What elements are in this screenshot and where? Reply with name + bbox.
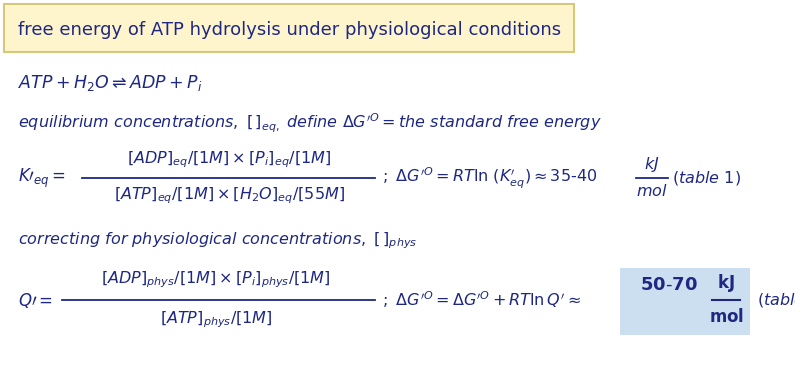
Text: $Q\prime =$: $Q\prime =$ — [18, 291, 53, 309]
Text: $ATP + H_2O \rightleftharpoons ADP + P_i$: $ATP + H_2O \rightleftharpoons ADP + P_i… — [18, 73, 203, 93]
Text: free energy of ATP hydrolysis under physiological conditions: free energy of ATP hydrolysis under phys… — [18, 21, 561, 39]
Text: $[ADP]_{phys}/[1M] \times [P_i]_{phys}/[1M]$: $[ADP]_{phys}/[1M] \times [P_i]_{phys}/[… — [101, 270, 331, 290]
FancyBboxPatch shape — [4, 4, 574, 52]
Text: $[ATP]_{phys}/[1M]$: $[ATP]_{phys}/[1M]$ — [160, 310, 273, 330]
Text: $\mathbf{kJ}$: $\mathbf{kJ}$ — [717, 272, 735, 294]
Text: $;\ \Delta G^{\prime O} = \Delta G^{\prime O} + RT\ln Q^{\prime} \approx$: $;\ \Delta G^{\prime O} = \Delta G^{\pri… — [382, 290, 581, 310]
Text: $\mathbf{50\text{-}70}$: $\mathbf{50\text{-}70}$ — [640, 276, 698, 294]
Text: $correcting\ for\ physiological\ concentrations,\ [\,]_{phys}$: $correcting\ for\ physiological\ concent… — [18, 231, 417, 251]
Text: $[ATP]_{eq}/[1M] \times [H_2O]_{eq}/[55M]$: $[ATP]_{eq}/[1M] \times [H_2O]_{eq}/[55M… — [114, 186, 344, 206]
Text: $mol$: $mol$ — [636, 183, 668, 199]
FancyBboxPatch shape — [620, 268, 750, 335]
Text: $K\prime_{eq} =$: $K\prime_{eq} =$ — [18, 166, 66, 190]
Text: $[ADP]_{eq}/[1M] \times [P_i]_{eq}/[1M]$: $[ADP]_{eq}/[1M] \times [P_i]_{eq}/[1M]$ — [127, 150, 332, 170]
Text: $equilibrium\ concentrations,\ [\,]_{eq,}\ define\ \Delta G^{\prime O} = the\ st: $equilibrium\ concentrations,\ [\,]_{eq,… — [18, 111, 602, 135]
Text: $;\ \Delta G^{\prime O} = RT\ln\,(K^{\prime}_{eq}) \approx 35\text{-}40$: $;\ \Delta G^{\prime O} = RT\ln\,(K^{\pr… — [382, 166, 597, 190]
Text: $(table\ 1)$: $(table\ 1)$ — [672, 169, 741, 187]
Text: $kJ$: $kJ$ — [644, 156, 660, 174]
Text: $(table\ 1)$: $(table\ 1)$ — [757, 291, 795, 309]
Text: $\mathbf{mol}$: $\mathbf{mol}$ — [708, 308, 743, 326]
